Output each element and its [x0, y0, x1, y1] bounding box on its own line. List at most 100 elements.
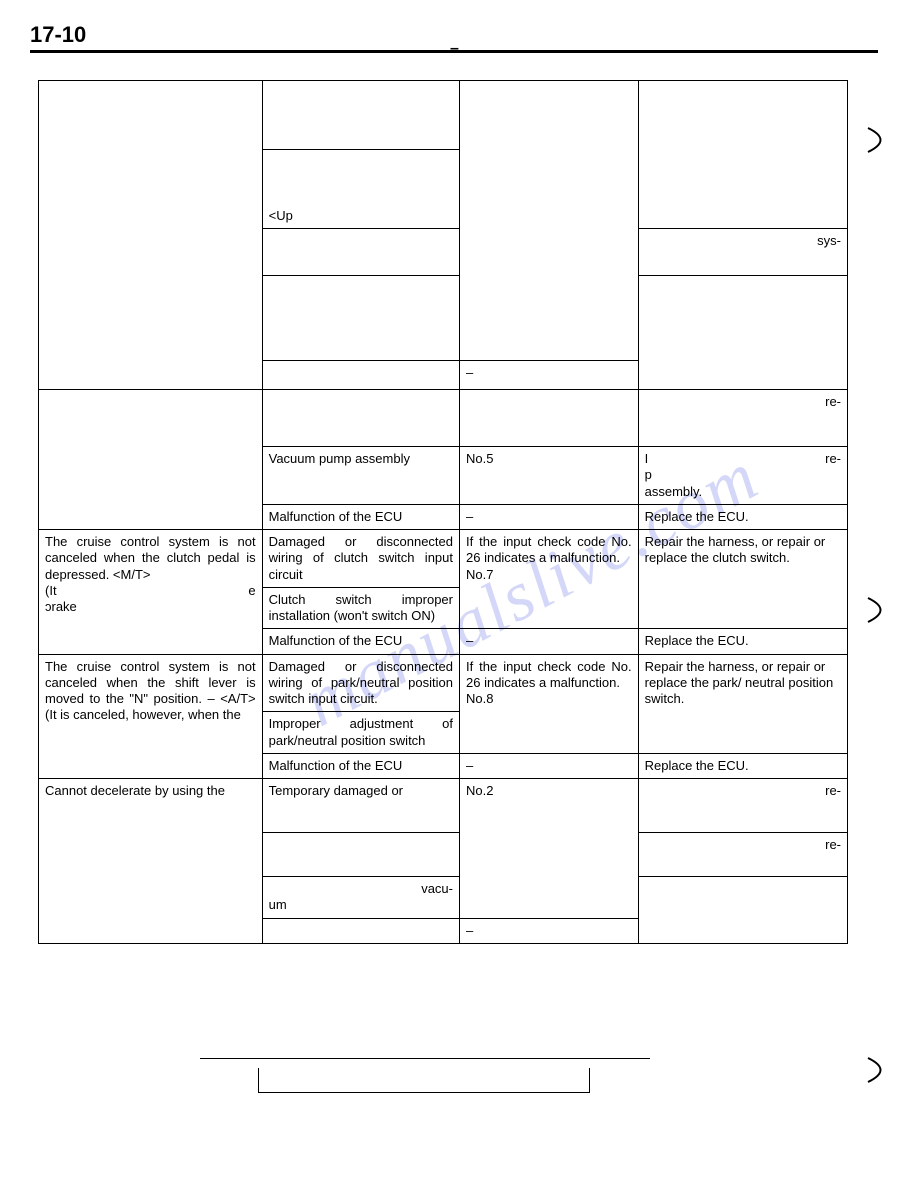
cell: No.5: [460, 447, 639, 505]
cell: Improper adjustment of park/neutral posi…: [262, 712, 459, 754]
cell: –: [460, 918, 639, 943]
cell-text: Damaged or disconnected wiring of park/n…: [269, 659, 453, 707]
cell: Cannot decelerate by using the: [39, 779, 263, 944]
cell: vacu- um: [262, 877, 459, 919]
cell: –: [460, 629, 639, 654]
cell-text: Replace the ECU.: [645, 509, 749, 524]
table-row: Cannot decelerate by using the Temporary…: [39, 779, 848, 833]
cell-text: Repair the harness, or repair or replace…: [645, 659, 834, 707]
cell: [262, 833, 459, 877]
cell-text: No.5: [466, 451, 493, 466]
cell: re-: [638, 390, 847, 447]
cell: Replace the ECU.: [638, 504, 847, 529]
cell: If the input check code No. 26 indicates…: [460, 530, 639, 629]
cell-text: Repair the harness, or repair or replace…: [645, 534, 826, 565]
cell: No.2: [460, 779, 639, 919]
cell-text: Improper adjustment of park/neutral posi…: [269, 716, 453, 747]
cell: If the input check code No. 26 indicates…: [460, 654, 639, 753]
cell: Clutch switch improper installation (won…: [262, 587, 459, 629]
cell: Repair the harness, or repair or replace…: [638, 654, 847, 753]
cell: Replace the ECU.: [638, 753, 847, 778]
cell: re-: [638, 779, 847, 833]
table-row: [39, 81, 848, 150]
cell: [460, 81, 639, 361]
cell-text: Damaged or disconnected wiring of clutch…: [269, 534, 453, 582]
cell-text: um: [269, 897, 287, 912]
cell-text: –: [466, 758, 473, 773]
cell: <Up: [262, 150, 459, 229]
cell: [638, 81, 847, 229]
cell: [262, 390, 459, 447]
cell: [638, 877, 847, 944]
binder-hole-icon: [863, 120, 903, 160]
cell-text: (It: [45, 583, 57, 599]
cell: [262, 361, 459, 390]
cell: [262, 229, 459, 276]
header-rule: [30, 50, 878, 53]
cell: Temporary damaged or: [262, 779, 459, 833]
cell: re-: [638, 833, 847, 877]
header-dash: –: [450, 40, 459, 58]
cell-text: p: [645, 467, 652, 482]
cell-text: Malfunction of the ECU: [269, 633, 403, 648]
cell: Ire- p assembly.: [638, 447, 847, 505]
cell: –: [460, 361, 639, 390]
footer-rule: [200, 1058, 650, 1059]
footer-box: [258, 1068, 590, 1093]
cell: [39, 390, 263, 530]
cell-text: ɔrake: [45, 599, 256, 615]
cell: Malfunction of the ECU: [262, 504, 459, 529]
cell: [39, 81, 263, 390]
cell-text: re-: [825, 451, 841, 467]
cell-text: No.2: [466, 783, 493, 798]
table-row: The cruise control system is not cancele…: [39, 654, 848, 712]
cell-text: The cruise control system is not cancele…: [45, 659, 256, 723]
cell: Damaged or disconnected wiring of park/n…: [262, 654, 459, 712]
cell-text: <Up: [269, 208, 293, 223]
binder-hole-icon: [863, 590, 903, 630]
cell-text: The cruise control system is not cancele…: [45, 534, 256, 583]
cell: sys-: [638, 229, 847, 276]
cell: Repair the harness, or repair or replace…: [638, 530, 847, 629]
cell-text: Vacuum pump assembly: [269, 451, 410, 466]
cell-text: –: [466, 509, 473, 524]
cell: [638, 276, 847, 390]
cell-text: e: [248, 583, 255, 599]
cell-text: Replace the ECU.: [645, 633, 749, 648]
cell-text: –: [466, 923, 473, 938]
cell-text: If the input check code No. 26 indicates…: [466, 659, 632, 707]
cell-text: assembly.: [645, 484, 703, 499]
cell-text: vacu-: [421, 881, 453, 896]
cell-text: If the input check code No. 26 indicates…: [466, 534, 632, 582]
cell-text: Malfunction of the ECU: [269, 758, 403, 773]
cell: –: [460, 504, 639, 529]
cell-text: Malfunction of the ECU: [269, 509, 403, 524]
cell: Malfunction of the ECU: [262, 629, 459, 654]
cell: Damaged or disconnected wiring of clutch…: [262, 530, 459, 588]
table-row: The cruise control system is not cancele…: [39, 530, 848, 588]
cell: Vacuum pump assembly: [262, 447, 459, 505]
page-container: 17-10 – manualslive.com <Up sys- –: [0, 0, 918, 1188]
cell-text: re-: [825, 783, 841, 798]
cell: Replace the ECU.: [638, 629, 847, 654]
page-number: 17-10: [30, 22, 86, 48]
cell: The cruise control system is not cancele…: [39, 654, 263, 779]
cell: [262, 81, 459, 150]
cell-text: Replace the ECU.: [645, 758, 749, 773]
cell-text: Cannot decelerate by using the: [45, 783, 225, 798]
cell: Malfunction of the ECU: [262, 753, 459, 778]
cell-text: –: [466, 365, 473, 380]
cell-text: re-: [825, 394, 841, 409]
cell-text: I: [645, 451, 649, 467]
table-row: re-: [39, 390, 848, 447]
cell-text: Temporary damaged or: [269, 783, 403, 798]
cell: –: [460, 753, 639, 778]
cell: [460, 390, 639, 447]
cell-text: Clutch switch improper installation (won…: [269, 592, 453, 623]
binder-hole-icon: [863, 1050, 903, 1090]
cell-text: sys-: [817, 233, 841, 248]
troubleshooting-table: <Up sys- – re- Vacuum pump assembly No.5…: [38, 80, 848, 944]
cell: [262, 918, 459, 943]
cell: [262, 276, 459, 361]
cell-text: –: [466, 633, 473, 648]
